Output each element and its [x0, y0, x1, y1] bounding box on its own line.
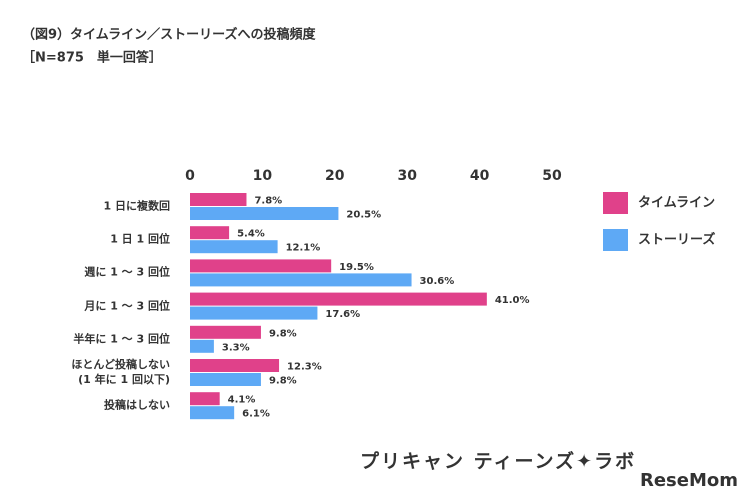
bar: [190, 226, 230, 240]
x-tick-label: 0: [185, 168, 195, 184]
value-label: 12.3%: [287, 362, 322, 373]
value-label: 19.5%: [339, 262, 374, 273]
category-label: ほとんど投稿しない (1 年に 1 回以下): [71, 358, 170, 386]
bar: [190, 259, 332, 273]
watermark: ReseMom: [640, 470, 738, 491]
bar: [190, 273, 412, 287]
value-label: 41.0%: [495, 295, 530, 306]
bar: [190, 373, 261, 386]
x-tick-label: 10: [253, 168, 273, 184]
bar: [190, 406, 235, 420]
bar: [190, 306, 318, 320]
bar: [190, 359, 280, 372]
chart-subtitle: ［N=875 単一回答］: [22, 50, 162, 66]
value-label: 6.1%: [242, 409, 270, 420]
category-label: 1 日 1 回位: [110, 232, 170, 246]
x-tick-label: 20: [325, 168, 345, 184]
logo: プリキャン ティーンズ✦ラボ: [360, 450, 636, 473]
category-label: 半年に 1 ～ 3 回位: [73, 332, 170, 346]
bar: [190, 292, 487, 306]
bar: [190, 240, 278, 254]
legend-label: ストーリーズ: [638, 232, 715, 248]
legend-swatch: [603, 229, 628, 251]
value-label: 9.8%: [269, 328, 297, 339]
category-label: 1 日に複数回: [103, 199, 170, 213]
x-tick-label: 40: [470, 168, 490, 184]
x-tick-label: 30: [397, 168, 417, 184]
value-label: 12.1%: [286, 243, 321, 254]
value-label: 9.8%: [269, 376, 297, 387]
value-label: 30.6%: [420, 276, 455, 287]
value-label: 5.4%: [237, 229, 265, 240]
category-label: 週に 1 ～ 3 回位: [84, 265, 170, 279]
category-label: 月に 1 ～ 3 回位: [84, 299, 170, 313]
bar: [190, 325, 261, 339]
legend-swatch: [603, 192, 628, 214]
value-label: 3.3%: [222, 342, 250, 353]
value-label: 7.8%: [254, 196, 282, 207]
category-label: 投稿はしない: [104, 398, 170, 412]
x-tick-label: 50: [542, 168, 562, 184]
value-label: 20.5%: [346, 210, 381, 221]
bar: [190, 392, 220, 406]
bar: [190, 207, 339, 220]
chart-title: （図9）タイムライン／ストーリーズへの投稿頻度: [22, 27, 316, 43]
value-label: 4.1%: [228, 395, 256, 406]
bar: [190, 339, 214, 353]
value-label: 17.6%: [325, 309, 360, 320]
legend-label: タイムライン: [638, 196, 715, 211]
bar: [190, 193, 247, 206]
